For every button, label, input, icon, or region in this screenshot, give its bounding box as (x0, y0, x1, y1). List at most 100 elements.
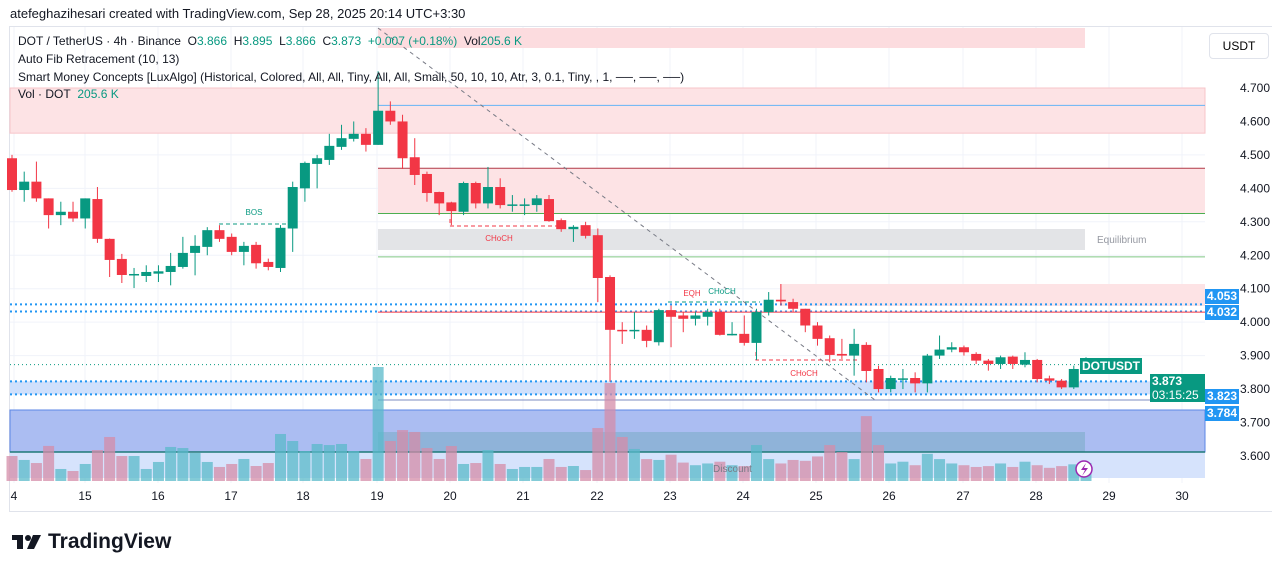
date-axis-label: 17 (224, 489, 238, 503)
volume-bar (445, 446, 457, 481)
volume-bar (519, 466, 531, 481)
candle-body (434, 192, 445, 204)
volume-bar (140, 468, 152, 481)
volume-bar (628, 448, 640, 481)
candle-body (312, 158, 323, 164)
volume-bar (921, 453, 933, 481)
candle-body (251, 244, 262, 264)
candle-body (348, 133, 359, 139)
date-axis-label: 30 (1175, 489, 1189, 503)
candle-body (7, 158, 17, 191)
volume-bar (580, 470, 592, 481)
candle-body (507, 204, 518, 206)
volume-bar (6, 456, 18, 481)
volume-bar (201, 461, 213, 481)
symbol-name[interactable]: DOT / TetherUS · 4h · Binance (18, 34, 181, 48)
order-block-bullish (378, 432, 1085, 452)
candle-body (519, 204, 530, 206)
date-axis-label: 21 (516, 489, 530, 503)
volume-bar (738, 466, 750, 481)
candle-body (470, 182, 481, 204)
candle-body (592, 235, 603, 278)
volume-bar (384, 441, 396, 481)
candle-body (214, 230, 225, 239)
candle-body (727, 333, 738, 336)
candle-body (238, 245, 249, 252)
date-axis-label: 19 (370, 489, 384, 503)
order-block-bearish-2 (780, 284, 1205, 306)
candle-body (629, 329, 640, 332)
last-price: 3.873 (1152, 374, 1183, 388)
volume-bar (275, 433, 286, 481)
candle-body (678, 315, 689, 319)
volume-bar (30, 463, 42, 481)
indicator-smc[interactable]: Smart Money Concepts [LuxAlgo] (Historic… (18, 70, 685, 84)
date-axis-label: 16 (151, 489, 165, 503)
candle-body (1068, 368, 1079, 388)
price-axis-label: 4.700 (1240, 81, 1270, 95)
volume-bar (421, 448, 433, 481)
date-axis-label: 23 (663, 489, 677, 503)
order-block-bearish (378, 168, 1205, 214)
tradingview-logo[interactable]: TradingView (12, 530, 171, 554)
chart-frame (9, 26, 1272, 512)
price-axis-label: 3.700 (1240, 416, 1270, 430)
date-axis-label: 20 (443, 489, 457, 503)
candle-body (995, 357, 1006, 364)
volume-bar (970, 466, 982, 481)
date-axis-label: 15 (78, 489, 92, 503)
lightning-icon-glyph (1081, 463, 1088, 476)
volume-bar (653, 459, 665, 481)
volume-bar (177, 448, 189, 481)
currency-button[interactable]: USDT (1209, 33, 1269, 59)
volume-bar (1043, 467, 1055, 481)
supply-zone (9, 87, 1206, 134)
candle-body (153, 271, 164, 274)
symbol-tag: DOTUSDT (1080, 358, 1142, 374)
candle-body (946, 347, 957, 350)
candle-body (336, 138, 347, 147)
indicator-fib[interactable]: Auto Fib Retracement (10, 13) (18, 52, 180, 66)
volume-bar (555, 466, 567, 481)
choch-line (449, 219, 560, 227)
candle-body (43, 198, 54, 216)
symbol-legend: DOT / TetherUS · 4h · Binance O3.866 H3.… (18, 34, 522, 48)
candle-body (922, 355, 933, 384)
candle-body (482, 187, 493, 204)
volume-bar (409, 431, 421, 481)
volume-bar (18, 459, 30, 481)
candle-body (409, 157, 420, 175)
candle-body (556, 220, 567, 230)
candle-body (1056, 380, 1067, 388)
candle-body (653, 310, 664, 343)
date-axis-label: 28 (1029, 489, 1043, 503)
volume-bar (262, 463, 274, 481)
tradingview-logo-icon (12, 535, 41, 549)
volume-bar (531, 466, 543, 481)
volume-bar (702, 463, 714, 481)
volume-bar (824, 445, 836, 481)
volume-bar (323, 445, 335, 481)
volume-bar (946, 463, 958, 481)
volume-bar (934, 459, 946, 481)
candle-body (1007, 356, 1018, 364)
volume-bar (763, 459, 775, 481)
volume-bar (665, 454, 677, 481)
candle-body (531, 198, 542, 206)
candle-body (568, 226, 579, 230)
candle-body (617, 329, 628, 332)
indicator-volume[interactable]: Vol · DOT 205.6 K (18, 87, 119, 101)
volume-bar (567, 466, 579, 481)
candle-body (397, 121, 408, 159)
candle-body (934, 349, 945, 356)
candle-body (605, 276, 616, 330)
candle-body (373, 110, 384, 145)
volume-bar (1007, 466, 1019, 481)
price-tag-3823: 3.823 (1205, 389, 1240, 404)
close-label: C (322, 34, 332, 48)
price-axis-label: 4.500 (1240, 148, 1270, 162)
candle-body (983, 360, 994, 364)
equilibrium-label: Equilibrium (1097, 235, 1146, 246)
date-axis-label: 27 (956, 489, 970, 503)
